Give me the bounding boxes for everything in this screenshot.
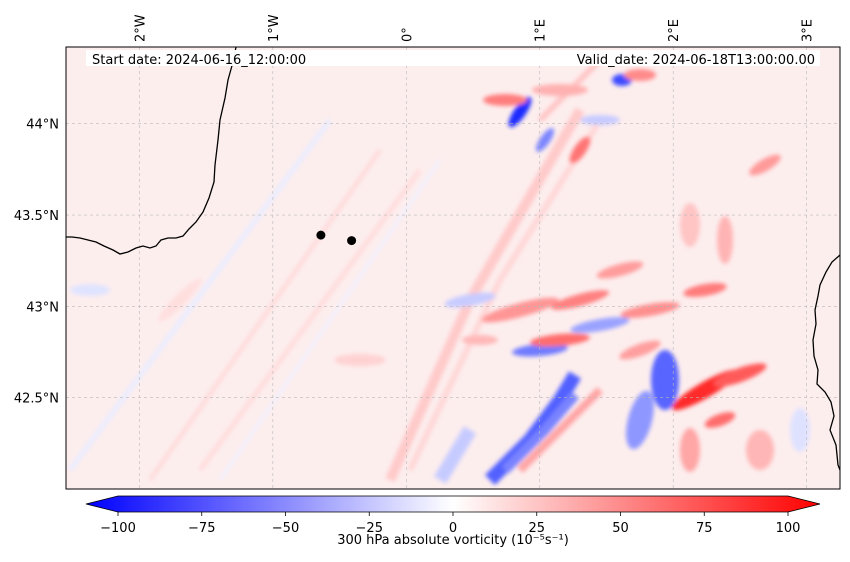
- colorbar-tick-label: 100: [776, 521, 801, 536]
- colorbar: −100 −75 −50 −25 0 25 50 75 100 300 hPa absolute…: [85, 495, 821, 548]
- valid-date-label: Valid_date: 2024-06-18T13:00:00.00: [577, 53, 815, 68]
- coastline-east: [812, 254, 840, 471]
- latitude-tick-labels: 44°N 43.5°N 43°N 42.5°N: [14, 118, 59, 407]
- colorbar-tick-label: 50: [612, 521, 629, 536]
- latitude-tick-label: 43.5°N: [14, 209, 59, 224]
- colorbar-tick-label: −25: [356, 521, 383, 536]
- vorticity-field: [67, 57, 810, 485]
- longitude-tick-label: 0°: [400, 27, 415, 42]
- point-markers: [316, 230, 357, 246]
- colorbar-tick-label: −100: [100, 521, 136, 536]
- longitude-tick-label: 3°E: [801, 19, 816, 42]
- colorbar-ticks: −100 −75 −50 −25 0 25 50 75 100: [100, 512, 800, 536]
- colorbar-tick-label: 25: [528, 521, 545, 536]
- longitude-tick-label: 1°E: [534, 19, 549, 42]
- longitude-tick-label: 2°W: [133, 14, 148, 42]
- map-frame: [65, 46, 841, 490]
- header-strip: [86, 50, 820, 66]
- colorbar-tick-label: 0: [449, 521, 457, 536]
- latitude-tick-label: 42.5°N: [14, 392, 59, 407]
- location-marker: [316, 230, 326, 240]
- map-gridlines: [66, 47, 840, 489]
- colorbar-tick-label: 75: [696, 521, 713, 536]
- colorbar-body: [85, 495, 821, 513]
- colorbar-tick-label: −50: [272, 521, 299, 536]
- colorbar-label: 300 hPa absolute vorticity (10⁻⁵s⁻¹): [337, 533, 569, 548]
- map-panel: Start date: 2024-06-16_12:00:00 Valid_da…: [65, 46, 841, 490]
- latitude-tick-label: 44°N: [26, 118, 59, 133]
- longitude-tick-label: 1°W: [267, 14, 282, 42]
- coastlines: [66, 47, 840, 471]
- longitude-tick-labels: 2°W 1°W 0° 1°E 2°E 3°E: [133, 14, 815, 42]
- colorbar-tick-label: −75: [188, 521, 215, 536]
- longitude-tick-label: 2°E: [667, 19, 682, 42]
- coastline-west: [66, 47, 237, 255]
- start-date-label: Start date: 2024-06-16_12:00:00: [92, 53, 306, 68]
- latitude-tick-label: 43°N: [26, 300, 59, 315]
- location-marker: [347, 236, 357, 246]
